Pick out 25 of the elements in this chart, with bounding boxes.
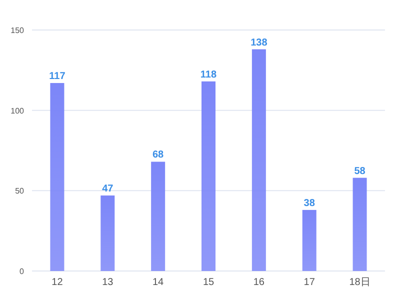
x-tick-label: 18日 [349, 277, 370, 288]
bar [352, 178, 367, 271]
data-label: 138 [250, 37, 268, 48]
data-label: 118 [200, 69, 217, 80]
x-tick-label: 12 [52, 277, 64, 288]
y-tick-label: 100 [10, 106, 25, 116]
x-tick-label: 13 [102, 277, 114, 288]
bar [252, 49, 266, 271]
data-label: 38 [304, 198, 316, 209]
bar [151, 162, 166, 271]
y-tick-label: 50 [15, 186, 25, 196]
bar [202, 81, 216, 271]
bar [100, 195, 115, 271]
data-label: 68 [152, 150, 164, 161]
y-tick-label: 150 [10, 26, 25, 35]
x-tick-label: 17 [304, 277, 316, 288]
bar [302, 210, 316, 271]
y-tick-label: 0 [20, 267, 25, 276]
x-tick-label: 14 [152, 277, 164, 288]
x-tick-label: 16 [253, 277, 265, 288]
data-label: 117 [49, 71, 66, 82]
x-tick-label: 15 [202, 277, 214, 288]
data-label: 58 [354, 166, 366, 177]
data-label: 47 [102, 183, 114, 194]
bar [50, 83, 64, 271]
